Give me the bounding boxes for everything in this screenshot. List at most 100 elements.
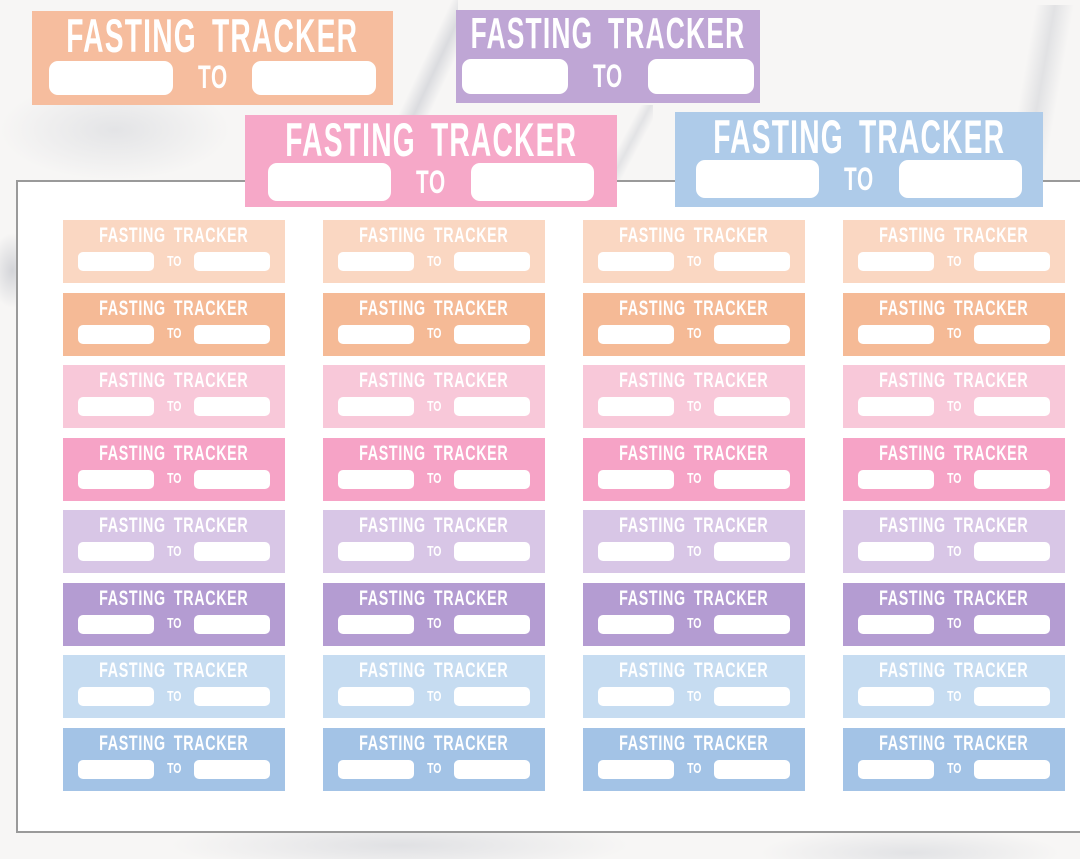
end-time-box	[974, 614, 1051, 634]
start-time-box	[597, 687, 674, 706]
sheet-sticker-purple: FASTING TRACKER TO	[63, 582, 285, 646]
sticker-title-text: FASTING TRACKER	[879, 296, 1029, 320]
sticker-fields: TO	[857, 759, 1051, 779]
sheet-sticker-cornflower-blue: FASTING TRACKER TO	[843, 727, 1065, 791]
to-label: TO	[946, 542, 962, 560]
end-time-box	[454, 252, 531, 271]
sticker-title: FASTING TRACKER	[379, 9, 837, 58]
start-time-box	[337, 542, 414, 561]
start-time-box	[268, 163, 392, 201]
sticker-sheet-grid: FASTING TRACKER TO FASTING TRACKER TO FASTIN…	[63, 220, 1065, 791]
sticker-title-text: FASTING TRACKER	[619, 731, 769, 755]
sticker-title-text: FASTING TRACKER	[359, 441, 509, 465]
sticker-title: FASTING TRACKER	[584, 658, 804, 684]
sticker-title-text: FASTING TRACKER	[359, 514, 509, 537]
sticker-title-text: FASTING TRACKER	[99, 224, 249, 247]
sticker-fields: TO	[77, 759, 271, 779]
start-time-box	[77, 614, 154, 634]
to-label: TO	[946, 397, 962, 415]
sticker-title: FASTING TRACKER	[324, 296, 544, 322]
sheet-sticker-light-lavender: FASTING TRACKER TO	[323, 510, 545, 573]
start-time-box	[77, 687, 154, 706]
sticker-fields: TO	[77, 687, 271, 706]
sticker-title-text: FASTING TRACKER	[359, 659, 509, 682]
sticker-fields: TO	[597, 324, 791, 344]
sticker-title-text: FASTING TRACKER	[619, 441, 769, 465]
sample-sticker-blue: FASTING TRACKER TO	[675, 110, 1043, 207]
sticker-title: FASTING TRACKER	[324, 658, 544, 684]
start-time-box	[77, 252, 154, 271]
end-time-box	[454, 614, 531, 634]
to-label: TO	[426, 397, 442, 415]
sticker-title: FASTING TRACKER	[324, 731, 544, 757]
to-label: TO	[686, 252, 702, 270]
sticker-title-text: FASTING TRACKER	[879, 441, 1029, 465]
sticker-fields: TO	[48, 59, 377, 96]
sheet-sticker-light-lavender: FASTING TRACKER TO	[843, 510, 1065, 573]
to-label: TO	[686, 760, 702, 777]
end-time-box	[974, 252, 1051, 271]
sticker-title: FASTING TRACKER	[64, 586, 284, 612]
start-time-box	[77, 324, 154, 344]
sticker-title-text: FASTING TRACKER	[99, 731, 249, 755]
to-label: TO	[946, 325, 962, 342]
end-time-box	[974, 542, 1051, 561]
start-time-box	[597, 542, 674, 561]
sticker-fields: TO	[337, 469, 531, 489]
to-label: TO	[686, 615, 702, 632]
to-label: TO	[166, 615, 182, 632]
sticker-fields: TO	[337, 614, 531, 634]
end-time-box	[974, 759, 1051, 779]
sheet-sticker-peach-orange: FASTING TRACKER TO	[323, 292, 545, 356]
sticker-fields: TO	[77, 542, 271, 561]
sticker-fields: TO	[337, 542, 531, 561]
sticker-title: FASTING TRACKER	[188, 113, 675, 166]
sticker-title: FASTING TRACKER	[584, 731, 804, 757]
start-time-box	[337, 759, 414, 779]
sheet-sticker-light-pink: FASTING TRACKER TO	[843, 365, 1065, 428]
sticker-title-text: FASTING TRACKER	[879, 514, 1029, 537]
start-time-box	[337, 397, 414, 416]
end-time-box	[194, 252, 271, 271]
sheet-sticker-cornflower-blue: FASTING TRACKER TO	[63, 727, 285, 791]
sticker-fields: TO	[77, 614, 271, 634]
sticker-title: FASTING TRACKER	[324, 513, 544, 539]
start-time-box	[857, 687, 934, 706]
start-time-box	[77, 469, 154, 489]
sticker-title-text: FASTING TRACKER	[470, 9, 746, 58]
sticker-fields: TO	[857, 469, 1051, 489]
sticker-fields: TO	[857, 397, 1051, 416]
sticker-title-text: FASTING TRACKER	[99, 369, 249, 392]
sticker-title-text: FASTING TRACKER	[359, 731, 509, 755]
to-label: TO	[166, 542, 182, 560]
sticker-title: FASTING TRACKER	[616, 110, 1080, 163]
sticker-title-text: FASTING TRACKER	[879, 586, 1029, 610]
sticker-title: FASTING TRACKER	[844, 586, 1064, 612]
sticker-fields: TO	[337, 397, 531, 416]
end-time-box	[714, 542, 791, 561]
to-label: TO	[426, 252, 442, 270]
sticker-title-text: FASTING TRACKER	[619, 369, 769, 392]
sticker-title: FASTING TRACKER	[584, 368, 804, 394]
sticker-title: FASTING TRACKER	[584, 513, 804, 539]
sticker-title: FASTING TRACKER	[844, 658, 1064, 684]
start-time-box	[337, 324, 414, 344]
start-time-box	[77, 759, 154, 779]
to-label: TO	[426, 615, 442, 632]
sticker-title-text: FASTING TRACKER	[359, 296, 509, 320]
sticker-title: FASTING TRACKER	[844, 296, 1064, 322]
end-time-box	[898, 160, 1022, 198]
sticker-fields: TO	[268, 163, 594, 201]
end-time-box	[194, 324, 271, 344]
start-time-box	[337, 687, 414, 706]
sticker-fields: TO	[857, 252, 1051, 271]
to-label: TO	[166, 252, 182, 270]
sticker-title-text: FASTING TRACKER	[879, 224, 1029, 247]
sticker-title: FASTING TRACKER	[64, 731, 284, 757]
sticker-title-text: FASTING TRACKER	[359, 369, 509, 392]
sheet-sticker-peach-orange: FASTING TRACKER TO	[63, 292, 285, 356]
to-label: TO	[686, 325, 702, 342]
end-time-box	[714, 759, 791, 779]
sticker-title: FASTING TRACKER	[64, 513, 284, 539]
sticker-title-text: FASTING TRACKER	[99, 659, 249, 682]
